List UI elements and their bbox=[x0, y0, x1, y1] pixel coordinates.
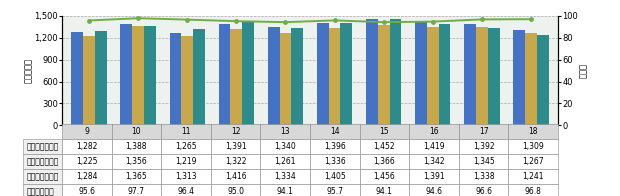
Bar bbox=[95, 32, 107, 125]
Bar bbox=[144, 25, 156, 125]
Bar bbox=[378, 25, 389, 125]
Y-axis label: （件、人）: （件、人） bbox=[24, 58, 33, 83]
Bar bbox=[219, 24, 231, 125]
Bar bbox=[525, 33, 537, 125]
Bar bbox=[464, 24, 476, 125]
Bar bbox=[389, 19, 401, 125]
Bar bbox=[132, 26, 144, 125]
Bar bbox=[120, 24, 132, 125]
Bar bbox=[193, 29, 205, 125]
Bar bbox=[169, 33, 181, 125]
Bar bbox=[329, 28, 340, 125]
Y-axis label: （％）: （％） bbox=[579, 63, 588, 78]
Bar bbox=[476, 27, 488, 125]
Bar bbox=[181, 36, 193, 125]
Bar bbox=[427, 27, 439, 125]
Bar bbox=[71, 32, 83, 125]
Bar bbox=[291, 28, 303, 125]
Bar bbox=[268, 27, 280, 125]
Bar bbox=[537, 35, 549, 125]
Bar bbox=[83, 36, 95, 125]
Bar bbox=[488, 27, 500, 125]
Bar bbox=[280, 33, 291, 125]
Bar bbox=[242, 22, 254, 125]
Bar bbox=[513, 30, 525, 125]
Bar bbox=[366, 19, 378, 125]
Bar bbox=[317, 23, 329, 125]
Bar bbox=[439, 24, 451, 125]
Bar bbox=[340, 23, 352, 125]
Bar bbox=[231, 29, 242, 125]
Bar bbox=[415, 22, 427, 125]
